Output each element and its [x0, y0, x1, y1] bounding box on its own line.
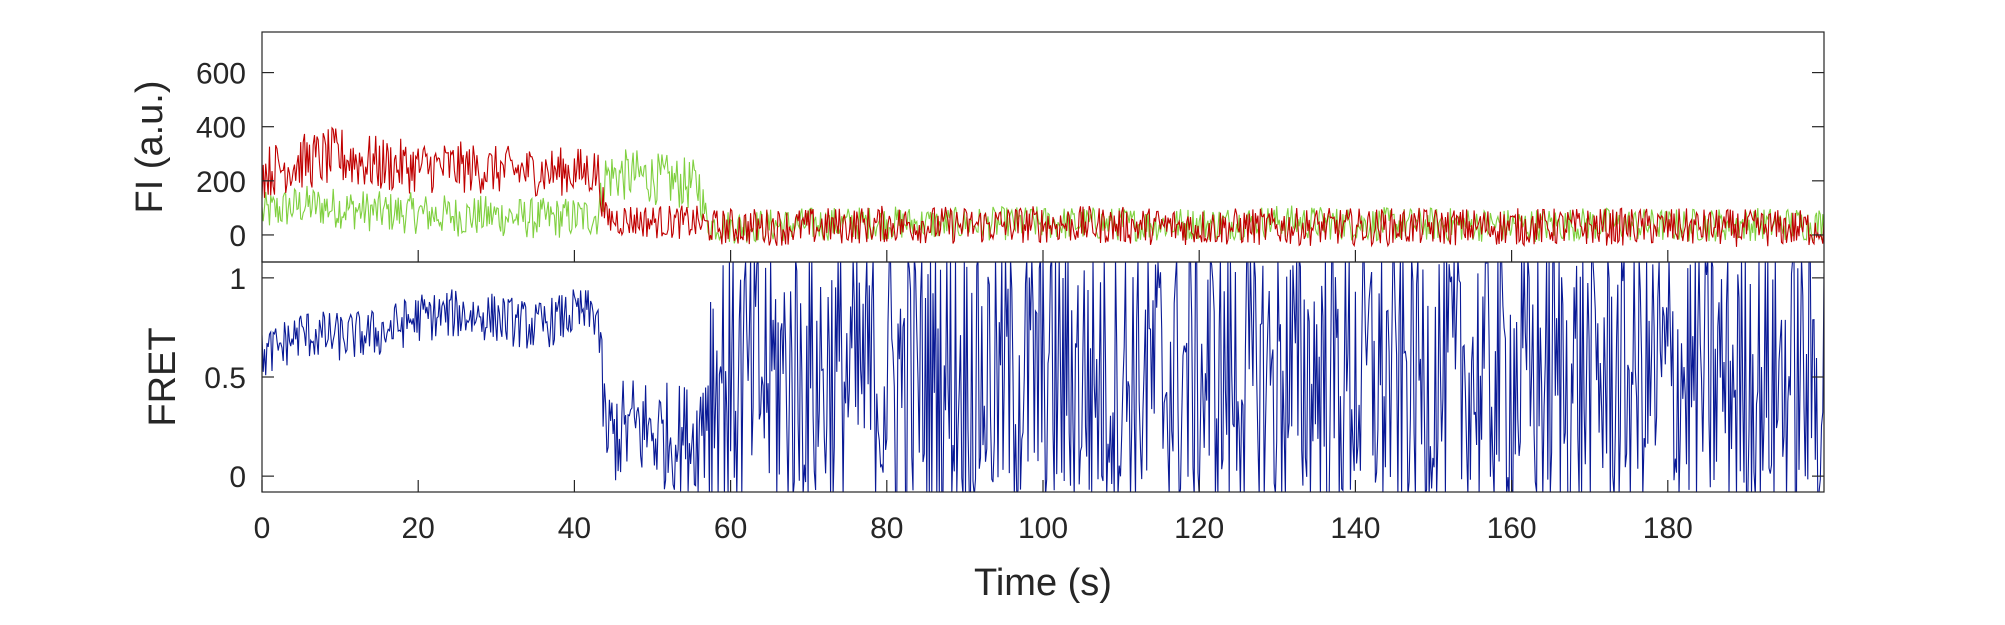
intensity-y-axis-label: FI (a.u.)	[129, 80, 171, 213]
fret-y-axis-label: FRET	[142, 327, 184, 426]
series-line-0	[262, 262, 1824, 492]
x-tick-label: 140	[1330, 512, 1380, 545]
time-x-axis-label: Time (s)	[974, 562, 1112, 604]
x-tick-label: 160	[1487, 512, 1537, 545]
fret-y-ticks: 00.51	[204, 263, 1824, 494]
time-x-ticks: 0 20 40 60 80 100 120 140 160 180	[254, 480, 1693, 545]
y-tick-label: 0.5	[204, 362, 246, 395]
intensity-series	[261, 126, 1825, 248]
x-tick-label: 100	[1018, 512, 1068, 545]
y-tick-label: 0	[229, 220, 246, 253]
intensity-y-ticks: 0 200 400 600	[196, 58, 1824, 262]
y-tick-label: 0	[229, 461, 246, 494]
x-tick-label: 0	[254, 512, 271, 545]
x-tick-label: 120	[1174, 512, 1224, 545]
series-line-1	[261, 126, 1825, 248]
y-tick-label: 600	[196, 58, 246, 91]
intensity-panel: 0 200 400 600 FI (a.u.)	[129, 31, 1825, 263]
x-tick-label: 180	[1643, 512, 1693, 545]
y-tick-label: 1	[229, 263, 246, 296]
x-tick-label: 40	[558, 512, 591, 545]
y-tick-label: 200	[196, 166, 246, 199]
fret-panel: 00.51 0 20 40 60 80 100 120 140 160 180 FRET Time…	[142, 261, 1825, 604]
x-tick-label: 20	[402, 512, 435, 545]
x-tick-label: 80	[870, 512, 903, 545]
y-tick-label: 400	[196, 112, 246, 145]
x-tick-label: 60	[714, 512, 747, 545]
fret-series	[262, 262, 1824, 492]
